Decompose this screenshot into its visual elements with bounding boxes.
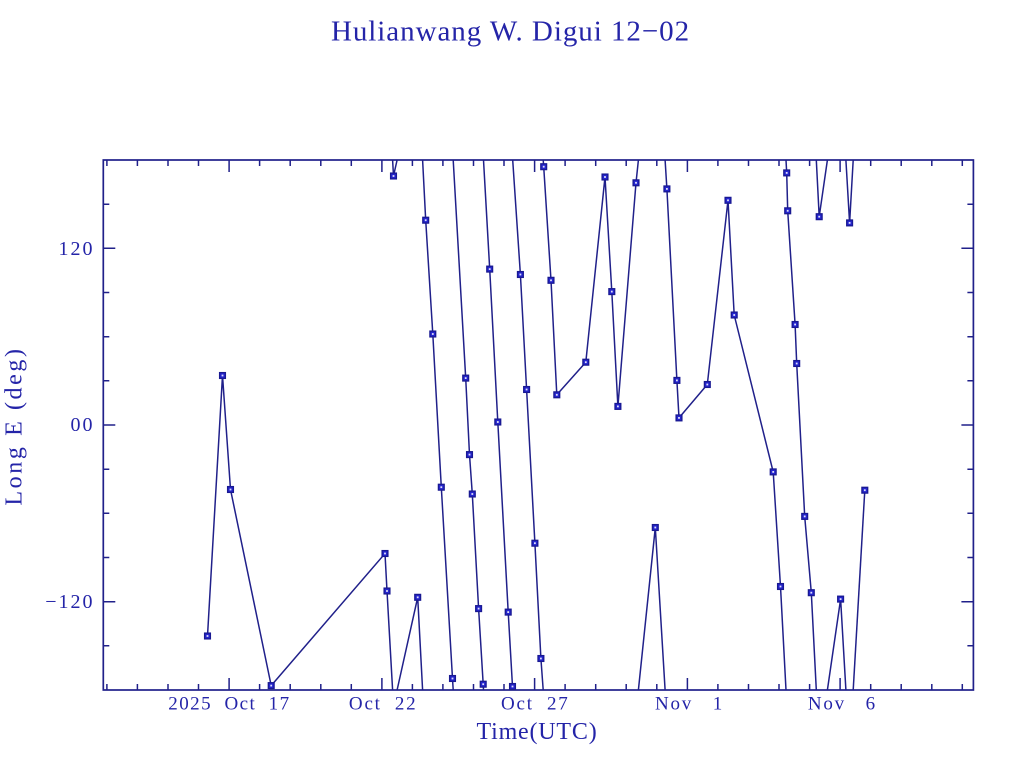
svg-text:00: 00 bbox=[71, 414, 95, 436]
svg-text:Oct 27: Oct 27 bbox=[501, 694, 570, 715]
svg-text:Long E (deg): Long E (deg) bbox=[2, 346, 28, 505]
svg-text:120: 120 bbox=[59, 238, 95, 260]
svg-text:Nov 1: Nov 1 bbox=[655, 694, 724, 715]
svg-text:2025 Oct 17: 2025 Oct 17 bbox=[168, 694, 290, 715]
svg-text:Oct 22: Oct 22 bbox=[349, 694, 418, 715]
svg-text:−120: −120 bbox=[45, 591, 94, 613]
svg-text:Nov 6: Nov 6 bbox=[808, 694, 877, 715]
svg-text:Hulianwang W. Digui 12−02: Hulianwang W. Digui 12−02 bbox=[331, 16, 690, 48]
svg-text:Time(UTC): Time(UTC) bbox=[477, 719, 598, 745]
